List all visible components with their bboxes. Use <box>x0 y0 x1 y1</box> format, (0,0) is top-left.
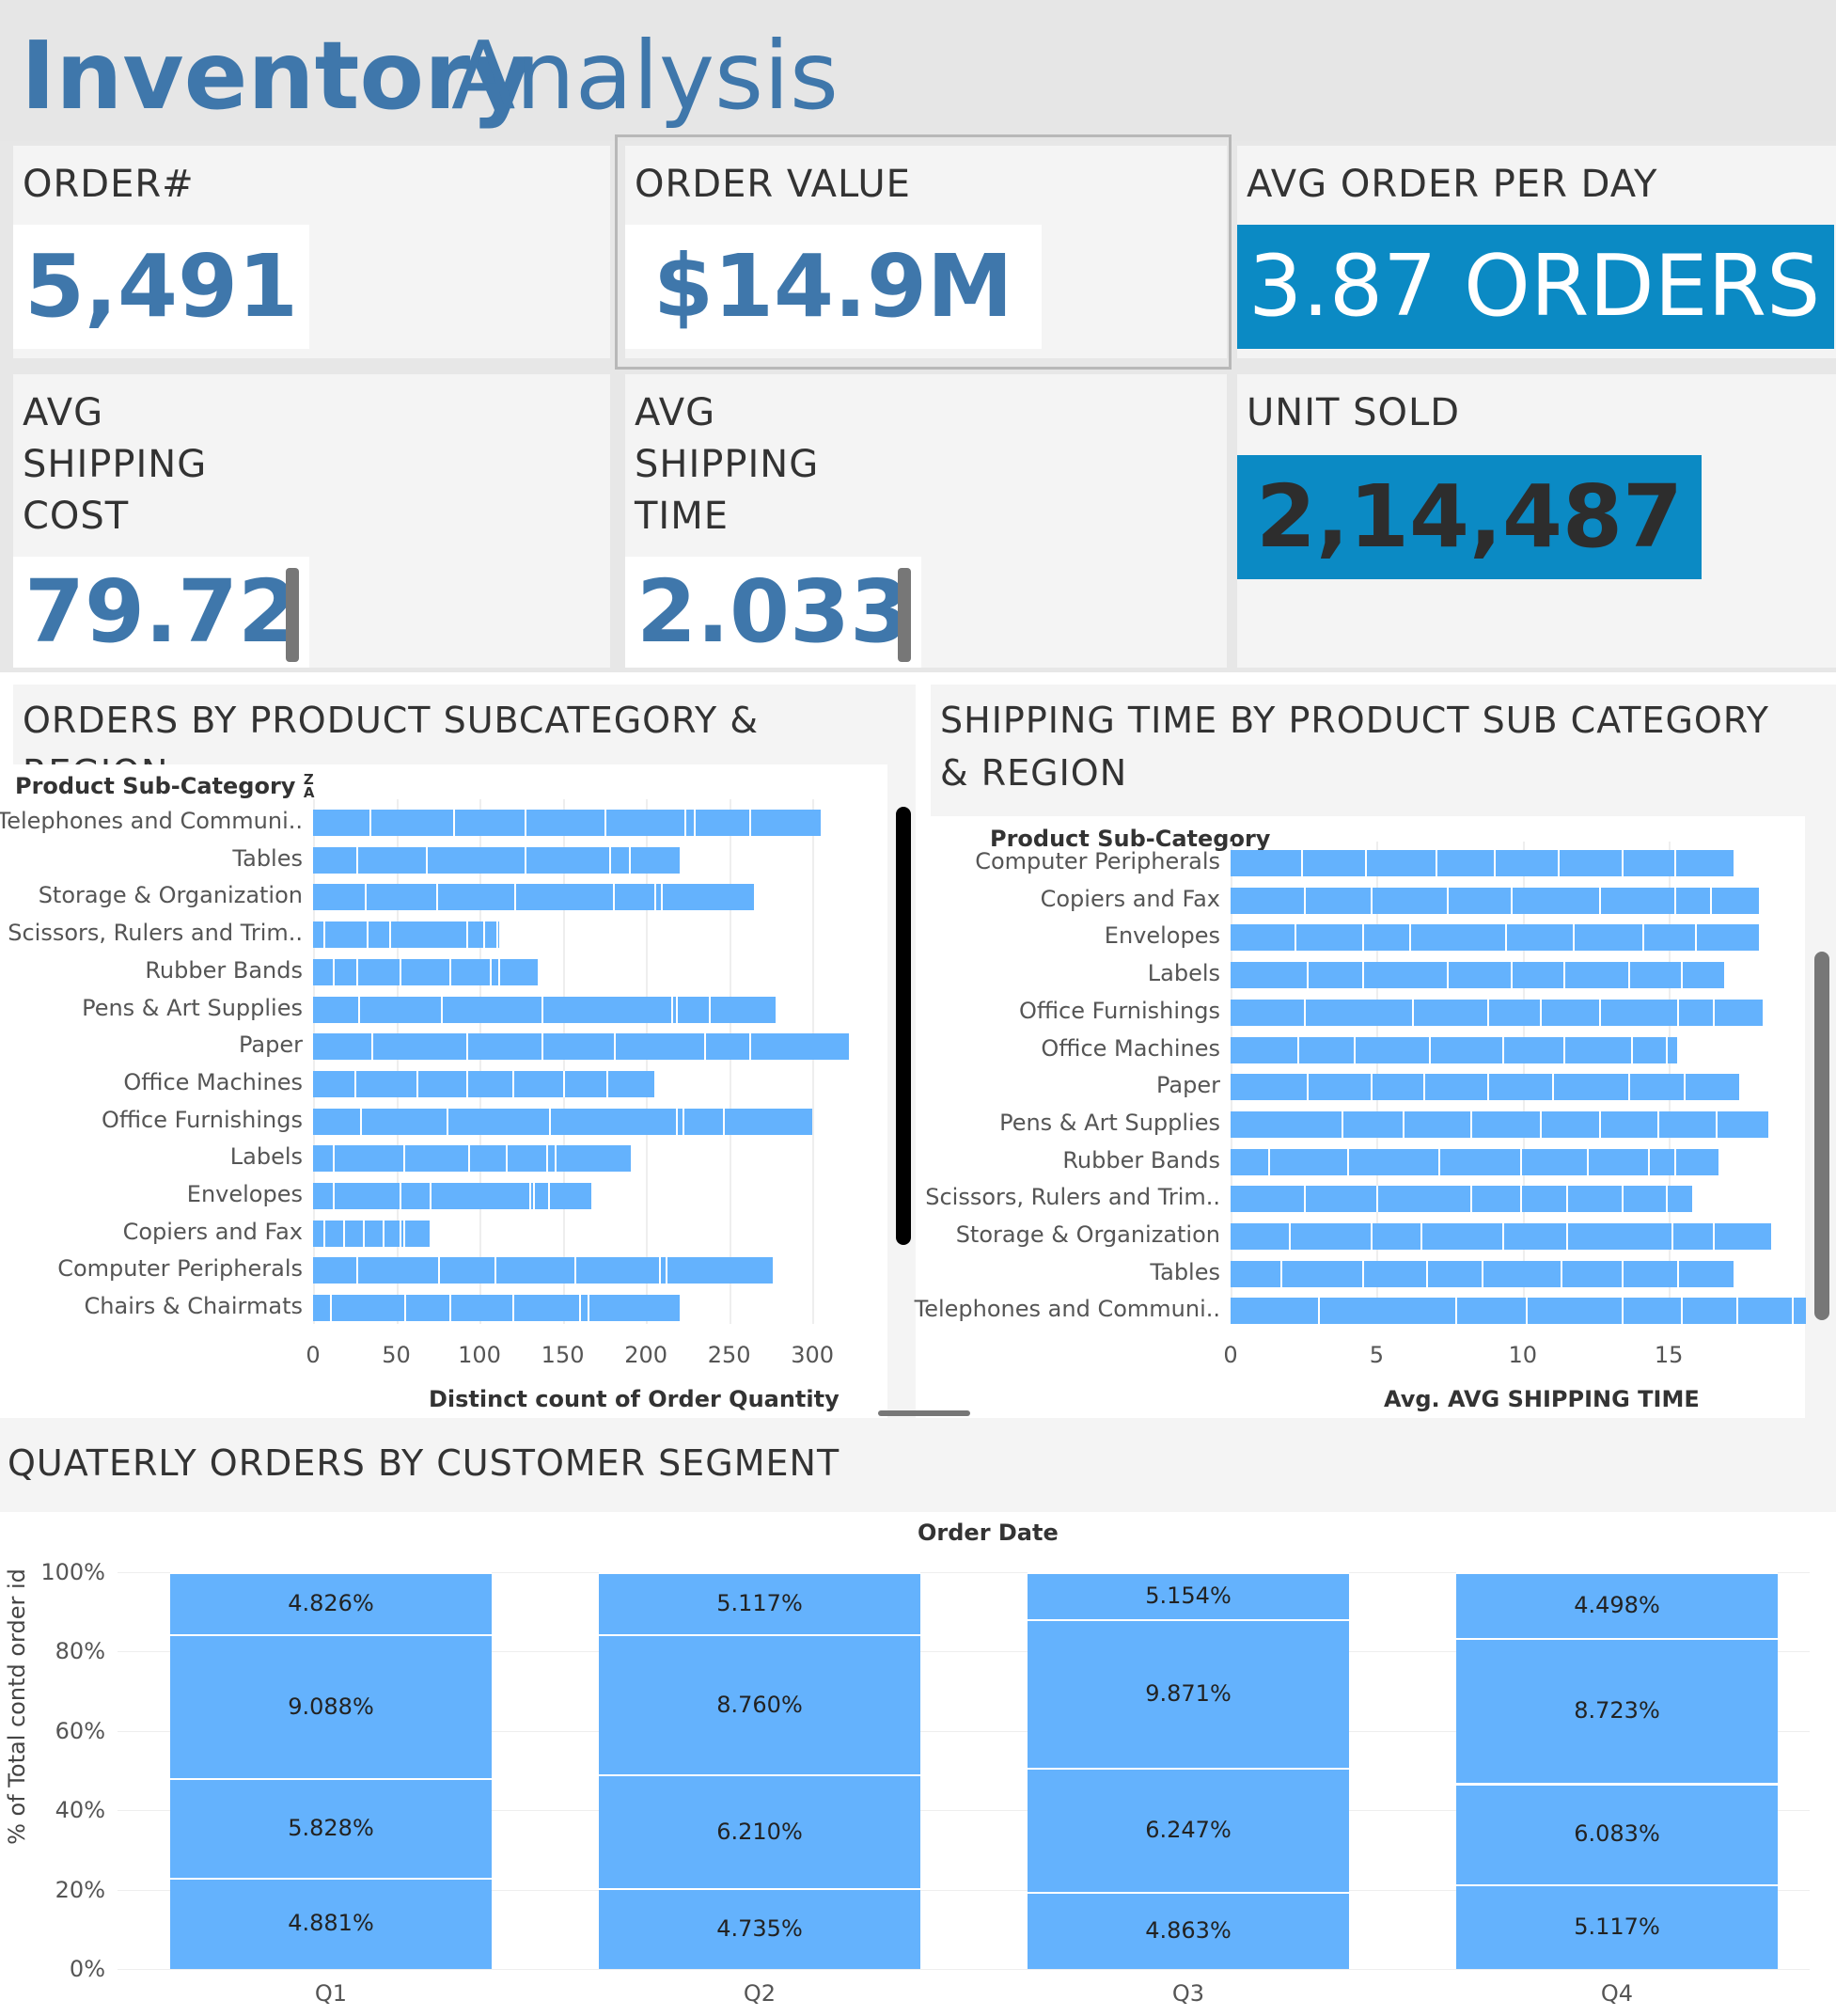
data-label: 6.083% <box>1574 1820 1660 1848</box>
gridline <box>118 1730 1810 1732</box>
bar-segment <box>1456 1572 1778 1638</box>
x-tick-label: Q4 <box>1600 1980 1634 2007</box>
scrollbar[interactable] <box>1814 952 1829 1320</box>
data-label: 4.863% <box>1145 1916 1232 1944</box>
data-label: 8.760% <box>716 1691 803 1718</box>
bar-segment <box>1028 1619 1349 1769</box>
chart-title: SHIPPING TIME BY PRODUCT SUB CATEGORY & … <box>940 700 1770 794</box>
bar-segment <box>599 1572 920 1635</box>
data-label: 4.498% <box>1574 1591 1660 1618</box>
kpi-value: 2,14,487 <box>1237 455 1702 579</box>
bar-segment <box>599 1774 920 1889</box>
scrollbar-thumb[interactable] <box>898 568 911 662</box>
bar-segment <box>599 1888 920 1969</box>
data-label: 6.210% <box>716 1818 803 1845</box>
x-tick-label: Q2 <box>743 1980 777 2007</box>
chart-plot-area <box>13 764 887 1418</box>
kpi-card-avg-shipping-cost[interactable]: AVG SHIPPING COST 79.72 <box>13 374 610 668</box>
x-tick-label: Q3 <box>1171 1980 1205 2007</box>
kpi-value: 2.033 <box>625 557 922 668</box>
gridline <box>118 1651 1810 1653</box>
page-title: Inventory <box>21 21 532 131</box>
data-label: 5.154% <box>1145 1583 1232 1610</box>
y-tick-label: 80% <box>55 1638 105 1665</box>
kpi-card-avg-order-per-day[interactable]: AVG ORDER PER DAY 3.87 ORDERS <box>1237 146 1836 358</box>
page-title-subtitle: Analysis <box>451 21 840 131</box>
gridline <box>118 1969 1810 1970</box>
x-axis-title: Order Date <box>918 1520 1059 1546</box>
data-label: 4.826% <box>288 1590 374 1617</box>
title-bar <box>0 0 1836 143</box>
y-tick-label: 40% <box>55 1797 105 1824</box>
gridline <box>118 1889 1810 1891</box>
data-label: 5.828% <box>288 1815 374 1842</box>
bar-segment <box>1456 1884 1778 1969</box>
kpi-card-unit-sold[interactable]: UNIT SOLD 2,14,487 <box>1237 374 1836 668</box>
scrollbar[interactable] <box>896 807 911 1245</box>
gridline <box>118 1810 1810 1812</box>
y-axis-title: % of Total contd order id <box>4 1568 30 1845</box>
data-label: 9.871% <box>1145 1680 1232 1708</box>
bar-segment <box>1028 1572 1349 1620</box>
data-label: 4.881% <box>288 1910 374 1937</box>
kpi-card-orders[interactable]: ORDER# 5,491 <box>13 146 610 358</box>
x-tick-label: Q1 <box>314 1980 348 2007</box>
bar-segment <box>170 1572 492 1635</box>
bar-segment <box>1028 1768 1349 1892</box>
kpi-label: AVG ORDER PER DAY <box>1247 163 1658 206</box>
y-tick-label: 100% <box>40 1559 105 1585</box>
kpi-label: ORDER VALUE <box>635 163 911 206</box>
kpi-label: AVG SHIPPING COST <box>23 391 208 538</box>
kpi-value: 3.87 ORDERS <box>1237 225 1834 349</box>
kpi-value: 79.72 <box>13 557 310 668</box>
kpi-value: $14.9M <box>625 225 1042 349</box>
y-tick-label: 60% <box>55 1717 105 1744</box>
chart-title: QUATERLY ORDERS BY CUSTOMER SEGMENT <box>8 1442 840 1484</box>
data-label: 9.088% <box>288 1693 374 1720</box>
data-label: 6.247% <box>1145 1816 1232 1843</box>
kpi-card-order-value[interactable]: ORDER VALUE $14.9M <box>625 146 1227 358</box>
bar-segment <box>170 1877 492 1969</box>
data-label: 4.735% <box>716 1915 803 1943</box>
bar-segment <box>599 1634 920 1775</box>
y-tick-label: 20% <box>55 1876 105 1903</box>
bar-segment <box>1456 1637 1778 1784</box>
bar-segment <box>1456 1783 1778 1885</box>
data-label: 8.723% <box>1574 1697 1660 1725</box>
chart-plot-area <box>931 816 1805 1418</box>
orders-by-subcategory-card: ORDERS BY PRODUCT SUBCATEGORY & REGION <box>13 685 916 1418</box>
data-label: 5.117% <box>716 1590 803 1617</box>
bar-segment <box>170 1778 492 1878</box>
scrollbar-thumb[interactable] <box>286 568 299 662</box>
gridline <box>118 1572 1810 1573</box>
kpi-label: ORDER# <box>23 163 195 206</box>
bar-segment <box>170 1634 492 1779</box>
kpi-label: UNIT SOLD <box>1247 391 1461 434</box>
kpi-card-avg-shipping-time[interactable]: AVG SHIPPING TIME 2.033 <box>625 374 1227 668</box>
resize-handle[interactable] <box>878 1410 970 1416</box>
kpi-value: 5,491 <box>13 225 310 349</box>
kpi-label: AVG SHIPPING TIME <box>635 391 820 538</box>
bar-segment <box>1028 1891 1349 1969</box>
quarterly-card-header <box>0 1418 1836 1512</box>
selection-frame <box>615 134 1232 370</box>
shipping-time-card: SHIPPING TIME BY PRODUCT SUB CATEGORY & … <box>931 685 1836 1418</box>
data-label: 5.117% <box>1574 1914 1660 1941</box>
y-tick-label: 0% <box>69 1956 105 1982</box>
